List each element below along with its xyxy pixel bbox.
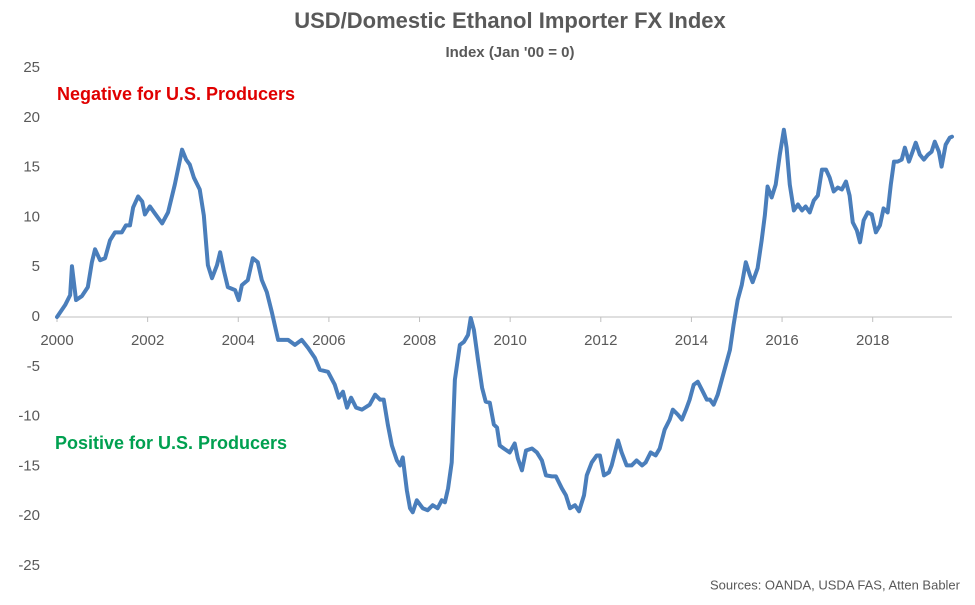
x-tick-label: 2002 <box>131 332 164 349</box>
annotation: Positive for U.S. Producers <box>55 433 287 453</box>
x-tick-label: 2012 <box>584 332 617 349</box>
annotation: Negative for U.S. Producers <box>57 84 295 104</box>
chart-subtitle: Index (Jan '00 = 0) <box>445 44 574 61</box>
y-tick-label: 10 <box>23 208 40 225</box>
y-tick-label: 0 <box>32 308 40 325</box>
y-tick-label: -5 <box>27 358 40 375</box>
series-line <box>55 127 954 515</box>
y-tick-label: 20 <box>23 109 40 126</box>
x-tick-label: 2000 <box>40 332 73 349</box>
y-tick-label: -10 <box>18 408 40 425</box>
x-tick-label: 2014 <box>675 332 708 349</box>
x-tick-label: 2018 <box>856 332 889 349</box>
source-note: Sources: OANDA, USDA FAS, Atten Babler <box>710 577 961 592</box>
x-tick-label: 2010 <box>493 332 526 349</box>
y-tick-label: -25 <box>18 557 40 574</box>
y-tick-label: 15 <box>23 159 40 176</box>
y-tick-label: 5 <box>32 258 40 275</box>
x-tick-label: 2006 <box>312 332 345 349</box>
x-tick-label: 2016 <box>765 332 798 349</box>
y-tick-label: 25 <box>23 59 40 76</box>
y-tick-label: -20 <box>18 507 40 524</box>
chart-title: USD/Domestic Ethanol Importer FX Index <box>294 8 726 33</box>
y-tick-label: -15 <box>18 457 40 474</box>
x-tick-label: 2004 <box>222 332 255 349</box>
x-tick-label: 2008 <box>403 332 436 349</box>
